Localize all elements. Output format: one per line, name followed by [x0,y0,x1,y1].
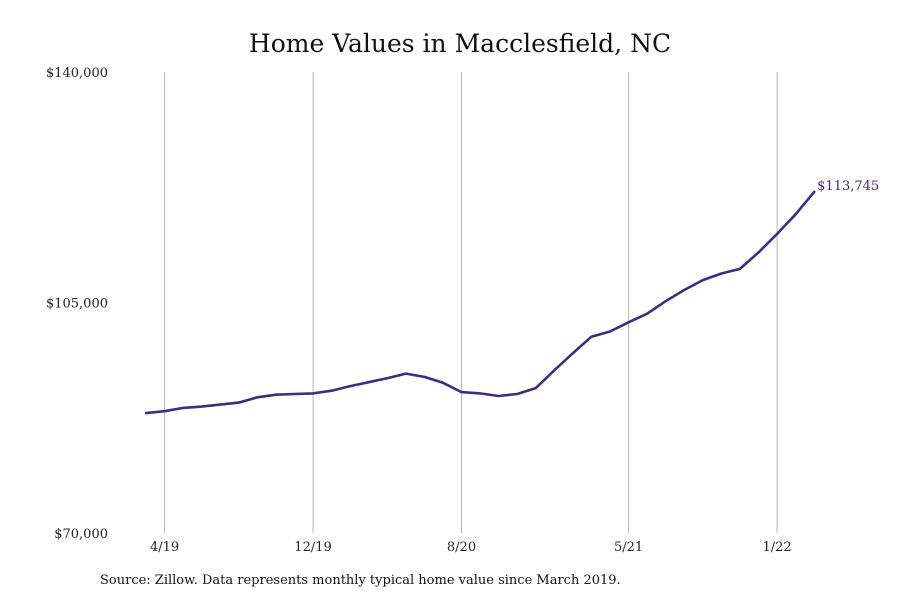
data-point [738,267,741,270]
source-note: Source: Zillow. Data represents monthly … [100,573,621,588]
data-point [163,410,166,413]
data-point [534,387,537,390]
data-point [293,393,296,396]
data-point [683,288,686,291]
data-point [497,395,500,398]
series-points [145,190,816,415]
data-point [312,392,315,395]
data-point [813,190,816,193]
data-point [590,335,593,338]
data-point [516,393,519,396]
data-point [423,375,426,378]
data-point [182,406,185,409]
data-point [627,321,630,324]
data-point [479,392,482,395]
x-axis-ticks: 4/19 12/19 8/20 5/21 1/22 [150,540,792,555]
data-point [757,251,760,254]
data-point [330,389,333,392]
y-tick-label: $105,000 [46,297,108,312]
data-point [256,396,259,399]
data-point [237,401,240,404]
data-point [646,312,649,315]
y-tick-label: $70,000 [54,527,108,542]
data-point [720,272,723,275]
x-tick-label: 8/20 [447,540,476,555]
data-point [349,385,352,388]
data-point [219,403,222,406]
x-tick-label: 4/19 [150,540,179,555]
data-point [571,352,574,355]
data-point [776,233,779,236]
end-value-label: $113,745 [817,179,879,194]
series-line [144,190,816,415]
x-tick-label: 12/19 [294,540,331,555]
data-point [274,393,277,396]
data-point [386,377,389,380]
data-point [701,279,704,282]
data-point [145,412,147,415]
data-point [794,213,797,216]
data-point [460,391,463,394]
x-tick-label: 5/21 [614,540,643,555]
data-point [367,381,370,384]
data-point [200,405,203,408]
data-point [404,372,407,375]
vertical-gridlines [164,72,778,533]
data-point [609,330,611,333]
data-point [441,381,444,384]
y-tick-label: $140,000 [46,66,108,81]
data-point [553,369,556,372]
chart-title: Home Values in Macclesfield, NC [249,29,671,58]
data-point [664,300,667,303]
y-axis-ticks: $70,000 $105,000 $140,000 [46,66,108,542]
x-tick-label: 1/22 [762,540,791,555]
